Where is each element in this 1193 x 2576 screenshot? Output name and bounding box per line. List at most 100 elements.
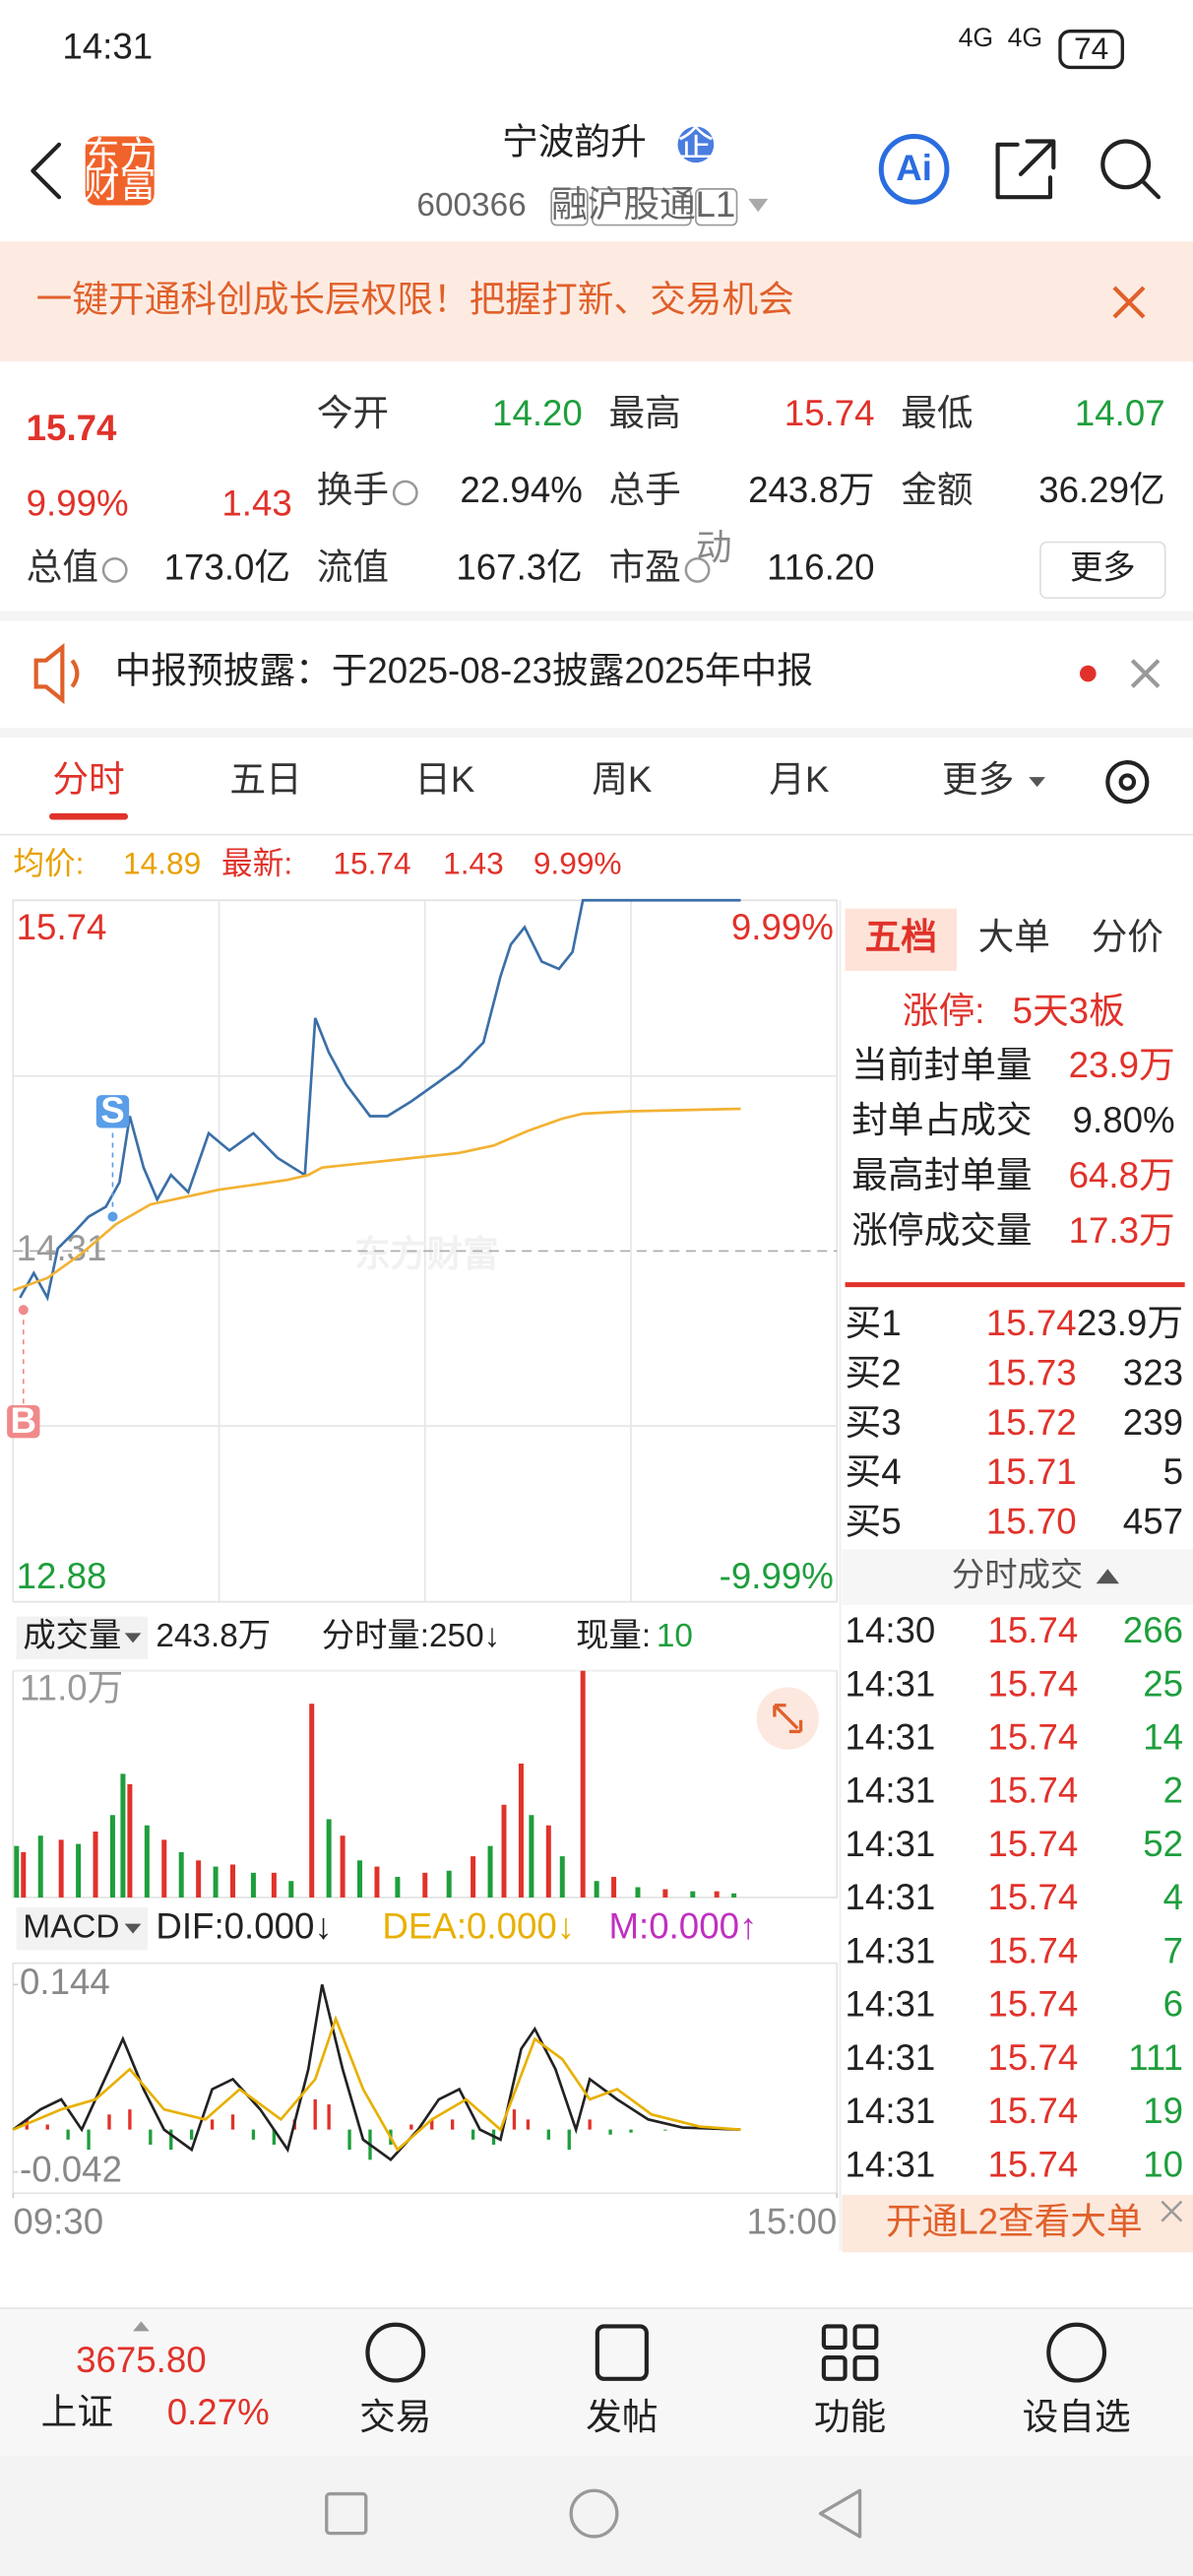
- dropdown-arrow[interactable]: [748, 198, 769, 213]
- status-time: 14:31: [62, 27, 153, 67]
- promo-banner[interactable]: [0, 241, 1193, 362]
- trade-icon[interactable]: [365, 2322, 426, 2383]
- volume-bar: [196, 1860, 202, 1898]
- tab-selected[interactable]: [845, 908, 957, 972]
- nav-label[interactable]: 设自选: [1023, 2397, 1131, 2437]
- x-tick-label: 09:30: [13, 2202, 103, 2242]
- macd-bar: [251, 2129, 256, 2140]
- volume-bar: [271, 1872, 277, 1898]
- macd-bar: [588, 2119, 592, 2130]
- period-tab[interactable]: 日K: [414, 759, 475, 800]
- battery-icon: [1058, 30, 1124, 70]
- volume-title[interactable]: 成交量: [23, 1618, 121, 1654]
- annotation-label: B: [11, 1400, 36, 1441]
- l2-text[interactable]: 开通L2查看大单: [886, 2202, 1143, 2242]
- nav-label[interactable]: 发帖: [586, 2397, 658, 2437]
- app-logo[interactable]: [85, 136, 155, 206]
- macd-bar: [451, 2119, 455, 2130]
- home-button[interactable]: [569, 2488, 619, 2539]
- info-icon[interactable]: [684, 556, 711, 583]
- period-tab[interactable]: 五日: [229, 759, 301, 800]
- period-tab[interactable]: 更多: [942, 759, 1014, 800]
- watchlist-icon[interactable]: [1046, 2322, 1107, 2383]
- volume-bar: [309, 1704, 315, 1898]
- search-button[interactable]: [1100, 139, 1152, 190]
- period-tab[interactable]: 周K: [592, 759, 653, 800]
- volume-bar: [501, 1804, 507, 1898]
- l2-banner[interactable]: [842, 2194, 1193, 2253]
- trade-price: 15.74: [988, 1984, 1079, 2025]
- trades-title[interactable]: 分时成交: [952, 1557, 1083, 1593]
- bid-volume: 457: [1123, 1502, 1183, 1542]
- close-button[interactable]: [1161, 2200, 1183, 2222]
- volume-bar: [93, 1831, 98, 1898]
- post-icon[interactable]: [595, 2324, 649, 2381]
- index-change[interactable]: 0.27%: [167, 2392, 270, 2432]
- separator: [0, 728, 1193, 739]
- index-name[interactable]: 上证: [41, 2392, 113, 2432]
- info-icon[interactable]: [392, 480, 418, 506]
- macd-bar: [546, 2129, 550, 2140]
- more-text[interactable]: 更多: [1070, 550, 1136, 587]
- back-nav-button[interactable]: [818, 2488, 862, 2539]
- volume-bar: [662, 1889, 668, 1898]
- settings-button[interactable]: [1105, 760, 1150, 805]
- macd-bar: [66, 2129, 70, 2140]
- field-value: 36.29亿: [1038, 470, 1164, 510]
- info-icon[interactable]: [101, 556, 128, 583]
- panel-tab[interactable]: 大单: [978, 917, 1050, 957]
- watermark: 东方财富: [354, 1234, 499, 1274]
- change-value: 1.43: [443, 846, 504, 881]
- macd-indicators: DIF:0.000↓ DEA:0.000↓ M:0.000↑: [156, 1905, 757, 1946]
- speaker-icon: [33, 642, 80, 705]
- bid-volume: 5: [1163, 1451, 1183, 1492]
- volume-bar: [76, 1843, 82, 1898]
- panel-tab[interactable]: 五档: [865, 917, 937, 957]
- stat-label: 封单占成交: [851, 1100, 1032, 1140]
- dropdown-arrow: [124, 1633, 142, 1643]
- volume-bar: [37, 1835, 43, 1898]
- volume-frame: [12, 1669, 839, 1899]
- close-button[interactable]: [1112, 286, 1146, 319]
- function-icon[interactable]: [821, 2324, 848, 2351]
- annotation-badge: [95, 1095, 130, 1128]
- field-value: 22.94%: [460, 470, 582, 510]
- limit-value: 5天3板: [1013, 991, 1125, 1031]
- period-tab[interactable]: 月K: [769, 759, 830, 800]
- volume-bar: [288, 1881, 294, 1898]
- stock-name: 宁波韵升: [502, 121, 647, 161]
- annotation-dot: [18, 1305, 29, 1316]
- nav-label[interactable]: 交易: [359, 2397, 431, 2437]
- last-value: 15.74: [333, 846, 410, 881]
- notice-text[interactable]: 中报预披露：于2025-08-23披露2025年中报: [115, 651, 813, 691]
- share-button[interactable]: [995, 139, 1056, 200]
- nav-label[interactable]: 功能: [814, 2397, 886, 2437]
- field-label: 今开: [317, 393, 389, 433]
- macd-bar: [471, 2129, 475, 2140]
- period-tab[interactable]: 分时: [52, 759, 124, 800]
- volume-bar: [714, 1891, 720, 1898]
- promo-text[interactable]: 一键开通科创成长层权限！把握打新、交易机会: [36, 280, 794, 320]
- dropdown-box[interactable]: [16, 1906, 149, 1951]
- volume-bar: [120, 1773, 126, 1898]
- dropdown-box[interactable]: [16, 1616, 149, 1660]
- field-value: 116.20: [767, 547, 874, 588]
- field-label: 流值: [317, 547, 389, 588]
- ai-button[interactable]: [878, 133, 950, 205]
- macd-title[interactable]: MACD: [23, 1908, 119, 1945]
- field-label: 总手: [609, 470, 681, 510]
- battery-level: 74: [1074, 31, 1108, 66]
- panel-tab[interactable]: 分价: [1092, 917, 1163, 957]
- volume-bar: [144, 1825, 150, 1898]
- recent-button[interactable]: [325, 2491, 368, 2536]
- stat-value: 64.8万: [1069, 1155, 1175, 1195]
- separator: [0, 611, 1193, 621]
- index-value[interactable]: 3675.80: [76, 2340, 207, 2380]
- back-button[interactable]: [31, 142, 62, 200]
- limit-label: 涨停:: [903, 991, 985, 1031]
- annotation-label: S: [100, 1090, 124, 1130]
- close-button[interactable]: [1130, 659, 1161, 688]
- volume-bar: [471, 1856, 476, 1898]
- more-button[interactable]: [1039, 541, 1166, 600]
